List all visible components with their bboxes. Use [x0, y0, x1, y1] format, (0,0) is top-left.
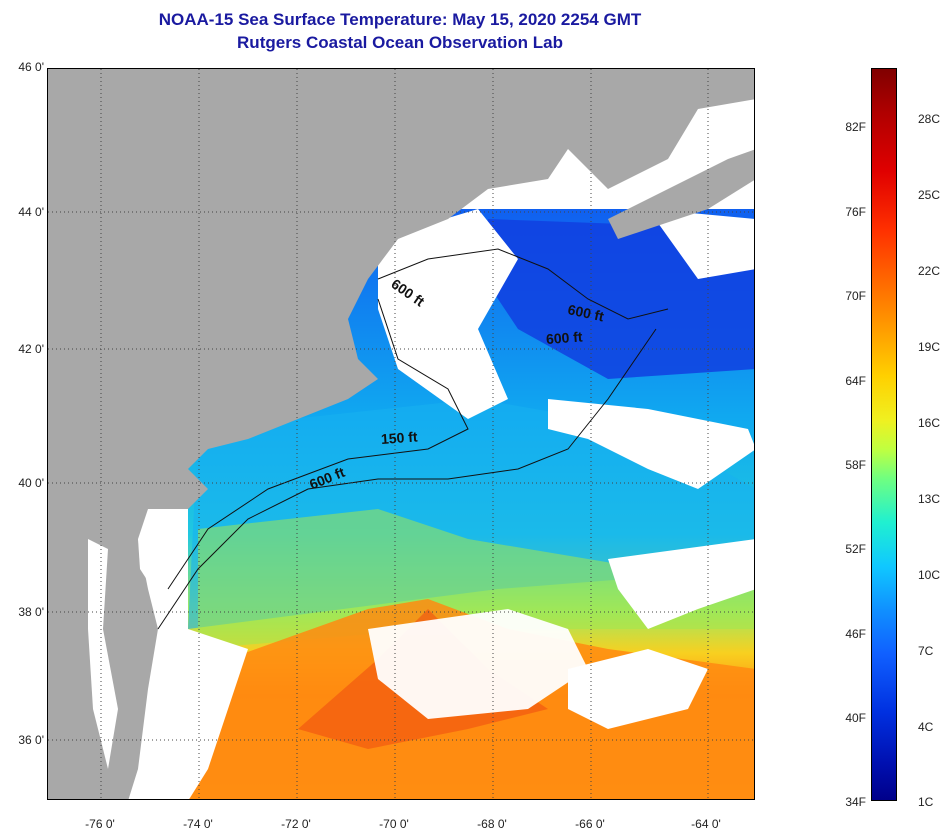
cloud-cover [648, 209, 754, 279]
colorbar-label-c: 22C [918, 264, 941, 278]
lat-label-46: 46 0' [18, 60, 44, 74]
colorbar-label-f: 76F [845, 205, 866, 219]
sst-map-canvas [48, 69, 754, 799]
colorbar-label-f: 46F [845, 627, 866, 641]
contour-line-150ft [167, 298, 469, 590]
colorbar-label-f: 34F [845, 795, 866, 809]
colorbar-label-f: 52F [845, 542, 866, 556]
bay-water [138, 539, 158, 589]
contour-line-600ft [377, 248, 669, 320]
colorbar-label-f: 70F [845, 289, 866, 303]
shelf-break-water [198, 509, 754, 649]
lat-label-40: 40 0' [18, 476, 44, 490]
cloud-cover [568, 649, 708, 729]
lon-label-64: -64 0' [691, 817, 721, 831]
colorbar-label-f: 58F [845, 458, 866, 472]
colorbar-label-f: 82F [845, 120, 866, 134]
colorbar-label-c: 25C [918, 188, 941, 202]
land-nova-scotia [608, 149, 754, 239]
cloud-cover [378, 209, 518, 419]
map-title: NOAA-15 Sea Surface Temperature: May 15,… [158, 10, 642, 29]
lon-label-66: -66 0' [575, 817, 605, 831]
colorbar-label-c: 19C [918, 340, 941, 354]
colorbar-label-f: 40F [845, 711, 866, 725]
colorbar-label-c: 16C [918, 416, 941, 430]
cloud-cover [548, 399, 754, 489]
lat-label-38: 38 0' [18, 605, 44, 619]
lon-label-76: -76 0' [85, 817, 115, 831]
cloud-cover [188, 629, 248, 799]
lon-label-72: -72 0' [281, 817, 311, 831]
contour-label-150ft: 150 ft [380, 428, 419, 447]
sst-map: 600 ft 600 ft 600 ft 150 ft 600 ft [47, 68, 755, 800]
temperature-colorbar [871, 68, 897, 801]
colorbar-label-c: 4C [918, 720, 934, 734]
contour-label-600ft: 600 ft [545, 328, 584, 347]
lat-label-44: 44 0' [18, 205, 44, 219]
lon-label-68: -68 0' [477, 817, 507, 831]
colorbar-label-c: 28C [918, 112, 941, 126]
colorbar-label-f: 64F [845, 374, 866, 388]
colorbar-label-c: 10C [918, 568, 941, 582]
colorbar-label-c: 13C [918, 492, 941, 506]
bay-water [88, 539, 118, 769]
colorbar-label-c: 1C [918, 795, 934, 809]
lon-label-74: -74 0' [183, 817, 213, 831]
cloud-cover [368, 609, 588, 719]
lat-label-42: 42 0' [18, 342, 44, 356]
lat-label-36: 36 0' [18, 733, 44, 747]
colorbar-label-c: 7C [918, 644, 934, 658]
cloud-cover [608, 539, 754, 629]
lon-label-70: -70 0' [379, 817, 409, 831]
contour-line-600ft [157, 328, 657, 630]
map-subtitle: Rutgers Coastal Ocean Observation Lab [237, 33, 563, 52]
land-mass [48, 69, 754, 799]
